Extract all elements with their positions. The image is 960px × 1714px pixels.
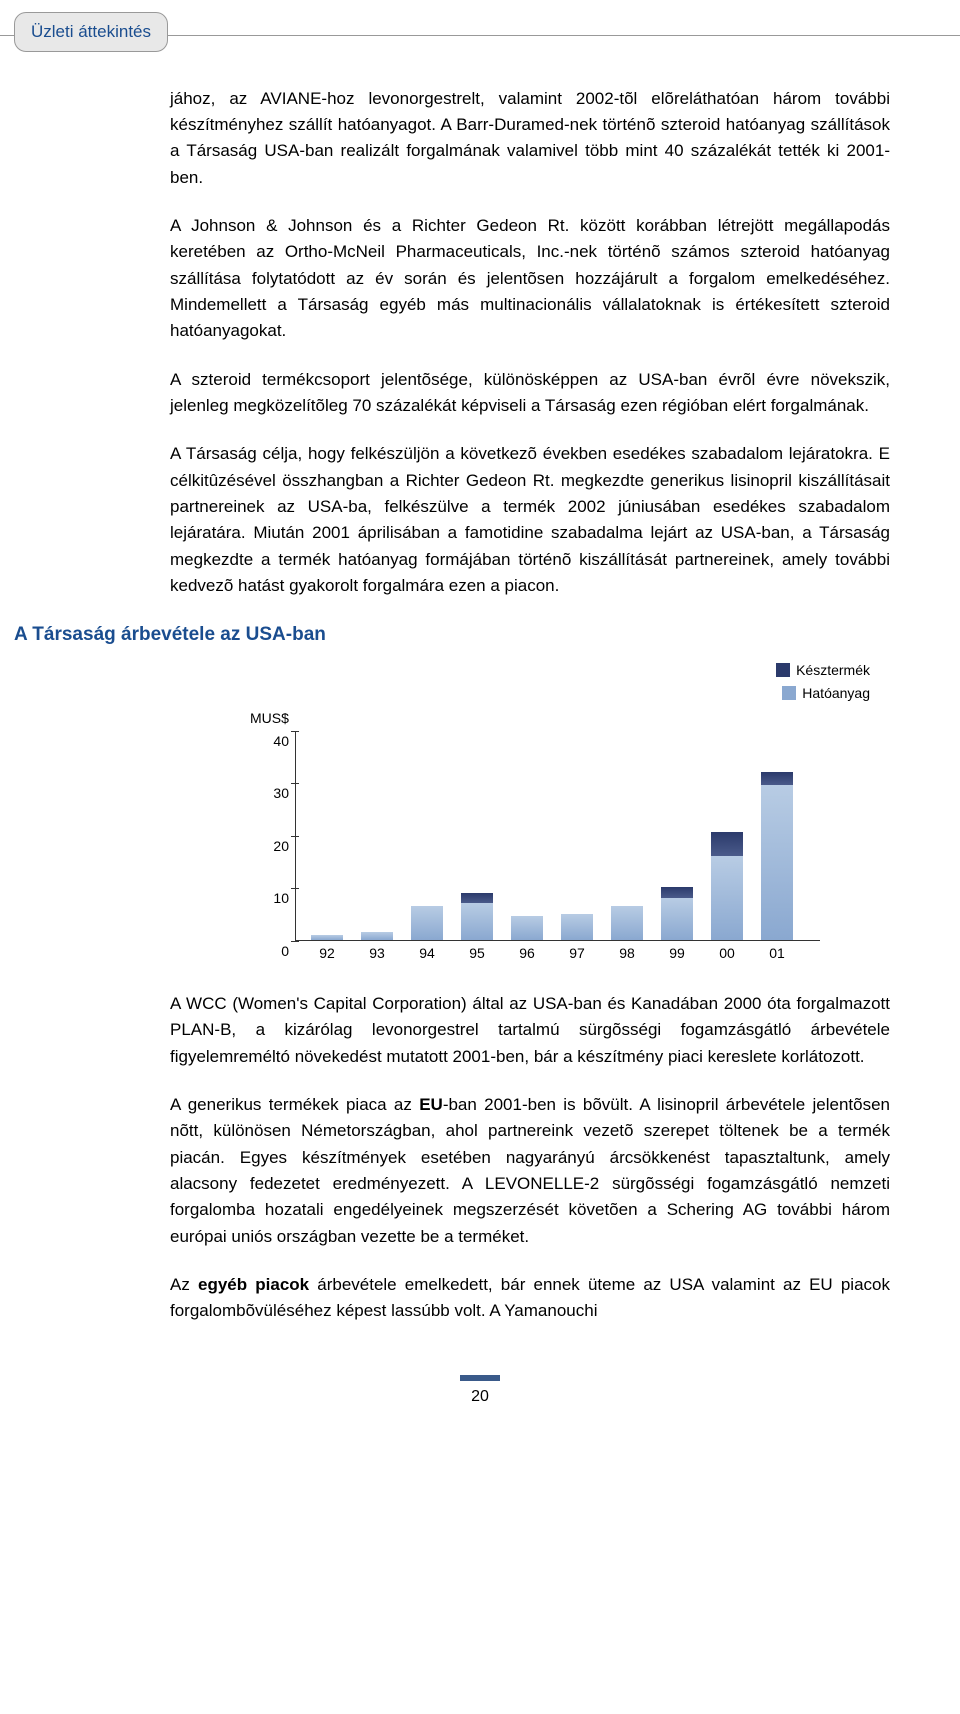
page-number-bar [460, 1375, 500, 1381]
page-number-text: 20 [471, 1388, 489, 1405]
x-tick-label: 93 [352, 943, 402, 964]
bar-segment-hatoanyag [461, 903, 493, 940]
para-3: A szteroid termékcsoport jelentõsége, kü… [170, 367, 890, 420]
bar-segment-hatoanyag [611, 906, 643, 940]
bar-group [752, 772, 802, 940]
bar-segment-kesztermek [711, 832, 743, 856]
y-axis-label: MUS$ [250, 708, 880, 729]
para-2: A Johnson & Johnson és a Richter Gedeon … [170, 213, 890, 345]
bar-segment-hatoanyag [661, 898, 693, 940]
para-7-a: Az [170, 1275, 198, 1294]
x-tick-label: 98 [602, 943, 652, 964]
body-column-2: A WCC (Women's Capital Corporation) álta… [170, 991, 890, 1325]
bar-segment-hatoanyag [511, 916, 543, 940]
x-tick-label: 99 [652, 943, 702, 964]
page-number: 20 [0, 1375, 960, 1409]
bar-segment-hatoanyag [311, 935, 343, 940]
x-tick-label: 94 [402, 943, 452, 964]
legend-label: Hatóanyag [802, 683, 870, 704]
bar-segment-hatoanyag [561, 914, 593, 940]
x-axis-labels: 92939495969798990001 [296, 941, 820, 961]
bar-group [302, 935, 352, 940]
para-6-bold: EU [419, 1095, 443, 1114]
bar-segment-kesztermek [661, 887, 693, 898]
x-tick-label: 96 [502, 943, 552, 964]
bar-segment-hatoanyag [711, 856, 743, 940]
revenue-chart: KésztermékHatóanyag MUS$ 010203040 92939… [260, 660, 880, 961]
body-column: jához, az AVIANE-hoz levonorgestrelt, va… [170, 86, 890, 600]
chart-section-title: A Társaság árbevétele az USA-ban [14, 621, 960, 650]
para-6-c: -ban 2001-ben is bõvült. A lisinopril ár… [170, 1095, 890, 1246]
legend-swatch [776, 663, 790, 677]
para-7: Az egyéb piacok árbevétele emelkedett, b… [170, 1272, 890, 1325]
bar-group [502, 916, 552, 940]
bar-segment-kesztermek [761, 772, 793, 785]
bar-group [702, 832, 752, 940]
para-4: A Társaság célja, hogy felkészüljön a kö… [170, 441, 890, 599]
bar-group [452, 893, 502, 940]
bar-segment-hatoanyag [761, 785, 793, 940]
section-tab: Üzleti áttekintés [14, 12, 168, 52]
para-6-a: A generikus termékek piaca az [170, 1095, 419, 1114]
plot-area [296, 731, 820, 941]
bar-group [352, 932, 402, 940]
para-1: jához, az AVIANE-hoz levonorgestrelt, va… [170, 86, 890, 191]
x-tick-label: 00 [702, 943, 752, 964]
para-5: A WCC (Women's Capital Corporation) álta… [170, 991, 890, 1070]
y-axis: 010203040 [260, 731, 296, 941]
bar-segment-hatoanyag [361, 932, 393, 940]
chart-plot-area: 010203040 92939495969798990001 [260, 731, 820, 961]
bar-group [602, 906, 652, 940]
bar-segment-hatoanyag [411, 906, 443, 940]
bar-group [552, 914, 602, 940]
bar-group [652, 887, 702, 940]
x-tick-label: 97 [552, 943, 602, 964]
legend-swatch [782, 686, 796, 700]
x-tick-label: 92 [302, 943, 352, 964]
para-6: A generikus termékek piaca az EU-ban 200… [170, 1092, 890, 1250]
chart-legend: KésztermékHatóanyag [260, 660, 880, 704]
legend-label: Késztermék [796, 660, 870, 681]
bar-group [402, 906, 452, 940]
x-tick-label: 01 [752, 943, 802, 964]
legend-item: Késztermék [776, 660, 870, 681]
x-tick-label: 95 [452, 943, 502, 964]
para-7-bold: egyéb piacok [198, 1275, 309, 1294]
legend-item: Hatóanyag [782, 683, 870, 704]
bar-segment-kesztermek [461, 893, 493, 904]
